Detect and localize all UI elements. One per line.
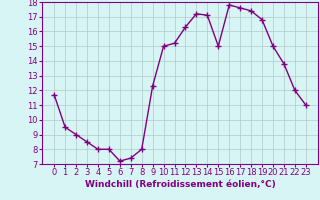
X-axis label: Windchill (Refroidissement éolien,°C): Windchill (Refroidissement éolien,°C) bbox=[84, 180, 276, 189]
